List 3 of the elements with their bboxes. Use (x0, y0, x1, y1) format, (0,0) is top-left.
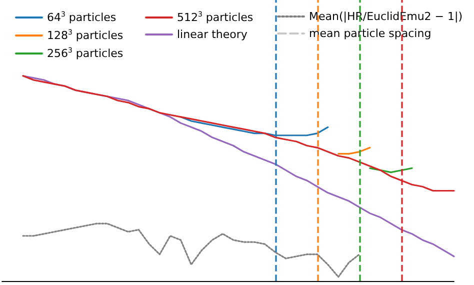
legend-label: linear theory (177, 28, 248, 41)
legend-label: mean particle spacing (309, 27, 432, 40)
legend-label: Mean(|HR/EuclidEmu2 − 1|) (309, 10, 462, 23)
